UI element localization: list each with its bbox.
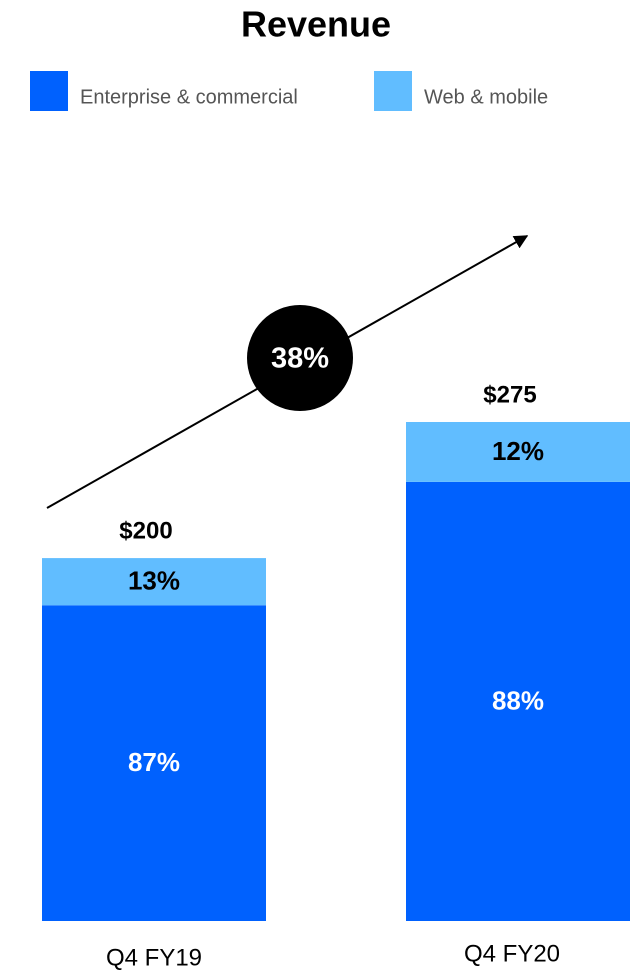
total-label: $275 [483, 381, 536, 408]
x-tick-label: Q4 FY19 [106, 944, 202, 971]
bar-segment [42, 605, 266, 921]
segment-label: 88% [492, 685, 544, 715]
legend-swatch [374, 71, 412, 111]
bar-segment [406, 481, 630, 921]
legend-swatch [30, 71, 68, 111]
growth-label: 38% [271, 343, 329, 375]
growth-badge [247, 305, 353, 411]
legend-label: Enterprise & commercial [80, 86, 298, 108]
bar-segment [42, 558, 266, 606]
x-tick-label: Q4 FY20 [464, 940, 560, 967]
segment-label: 13% [128, 566, 180, 596]
segment-label: 87% [128, 747, 180, 777]
legend-label: Web & mobile [424, 86, 548, 108]
bar-segment [406, 422, 630, 482]
chart-title: Revenue [241, 4, 391, 45]
segment-label: 12% [492, 436, 544, 466]
total-label: $200 [119, 517, 172, 544]
